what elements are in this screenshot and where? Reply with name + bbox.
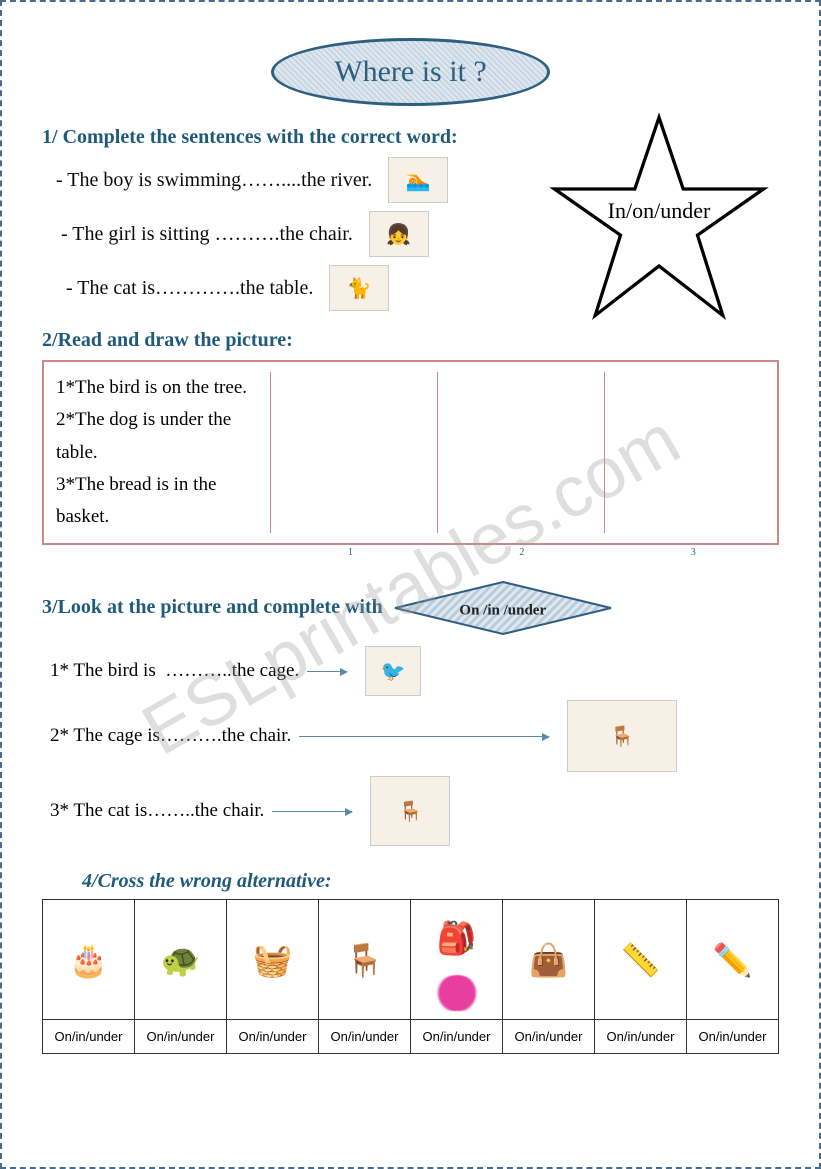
ex1-text-3: - The cat is………….the table. (56, 277, 313, 300)
section1-num: 1/ (42, 126, 58, 148)
draw-cell-2[interactable] (437, 372, 598, 533)
section4-num: 4/ (82, 870, 98, 892)
option-cell[interactable]: On/in/under (503, 1020, 595, 1054)
swimmer-icon: 🏊 (388, 157, 448, 203)
option-cell[interactable]: On/in/under (595, 1020, 687, 1054)
stool-icon: 🪑 (319, 900, 411, 1020)
section2-box: 1*The bird is on the tree. 2*The dog is … (42, 360, 779, 545)
section3-body: 1* The bird is ………..the cage. 🐦 2* The c… (42, 646, 779, 846)
diamond-badge: On /in /under (393, 580, 613, 642)
section4-text: Cross the wrong alternative: (98, 870, 332, 892)
cage-icon: 🐦 (365, 646, 421, 696)
ex3-line-1: 1* The bird is ………..the cage. 🐦 (50, 646, 779, 696)
section2-sentences: 1*The bird is on the tree. 2*The dog is … (56, 372, 264, 533)
wire-chair-icon: 🪑 (567, 700, 677, 772)
pencilcase-icon: ✏️ (687, 900, 779, 1020)
backpack-pink-icon: 🎒 (411, 900, 503, 1020)
diamond-label: On /in /under (459, 603, 546, 620)
option-cell[interactable]: On/in/under (411, 1020, 503, 1054)
ex2-item-3: 3*The bread is in the basket. (56, 469, 264, 534)
backpack-glyph: 🎒 (437, 920, 477, 956)
section2-num: 2/ (42, 329, 58, 351)
section4-table: 🎂 🐢 🧺 🪑 🎒 👜 📏 ✏️ On/in/under On/in/under… (42, 899, 779, 1054)
pink-blob-icon (434, 975, 480, 1011)
arrow-icon (307, 671, 347, 672)
section2-cell-numbers: 1 2 3 (42, 547, 779, 558)
worksheet-page: ESLprintables.com Where is it ? In/on/un… (0, 0, 821, 1169)
title-container: Where is it ? (42, 38, 779, 106)
cellnum-1: 1 (265, 547, 436, 558)
section1-text: Complete the sentences with the correct … (58, 126, 458, 148)
arrow-icon (299, 736, 549, 737)
ex3-text-3: 3* The cat is……..the chair. (50, 800, 264, 822)
option-cell[interactable]: On/in/under (319, 1020, 411, 1054)
draw-cell-1[interactable] (270, 372, 431, 533)
option-cell[interactable]: On/in/under (43, 1020, 135, 1054)
section3-text: Look at the picture and complete with (58, 596, 383, 619)
ex3-text-1: 1* The bird is ………..the cage. (50, 660, 299, 682)
ex3-text-2: 2* The cage is……….the chair. (50, 725, 291, 747)
table-under-icon: 🐢 (135, 900, 227, 1020)
star-badge: In/on/under (549, 112, 769, 332)
star-label: In/on/under (549, 198, 769, 224)
option-cell[interactable]: On/in/under (227, 1020, 319, 1054)
table-row: On/in/under On/in/under On/in/under On/i… (43, 1020, 779, 1054)
ex2-item-1: 1*The bird is on the tree. (56, 372, 264, 404)
ex1-text-1: - The boy is swimming……....the river. (56, 169, 372, 192)
page-title: Where is it ? (271, 38, 549, 106)
girl-chair-icon: 👧 (369, 211, 429, 257)
table-cake-icon: 🎂 (43, 900, 135, 1020)
ex3-line-2: 2* The cage is……….the chair. 🪑 (50, 700, 779, 772)
bag-icon: 👜 (503, 900, 595, 1020)
cellnum-2: 2 (436, 547, 607, 558)
option-cell[interactable]: On/in/under (687, 1020, 779, 1054)
cellnum-3: 3 (608, 547, 779, 558)
table-row: 🎂 🐢 🧺 🪑 🎒 👜 📏 ✏️ (43, 900, 779, 1020)
section2-text: Read and draw the picture: (58, 329, 293, 351)
section3-heading: 3/ Look at the picture and complete with… (42, 576, 779, 638)
arrow-icon (272, 811, 352, 812)
section4-heading: 4/Cross the wrong alternative: (82, 870, 779, 893)
draw-cell-3[interactable] (604, 372, 765, 533)
ex1-text-2: - The girl is sitting ……….the chair. (56, 223, 353, 246)
basket-icon: 🧺 (227, 900, 319, 1020)
small-chair-icon: 🪑 (370, 776, 450, 846)
ex2-item-2: 2*The dog is under the table. (56, 404, 264, 469)
ex3-line-3: 3* The cat is……..the chair. 🪑 (50, 776, 779, 846)
apron-ruler-icon: 📏 (595, 900, 687, 1020)
section2-heading: 2/Read and draw the picture: (42, 329, 779, 352)
cat-table-icon: 🐈 (329, 265, 389, 311)
option-cell[interactable]: On/in/under (135, 1020, 227, 1054)
section3-num: 3/ (42, 596, 58, 619)
